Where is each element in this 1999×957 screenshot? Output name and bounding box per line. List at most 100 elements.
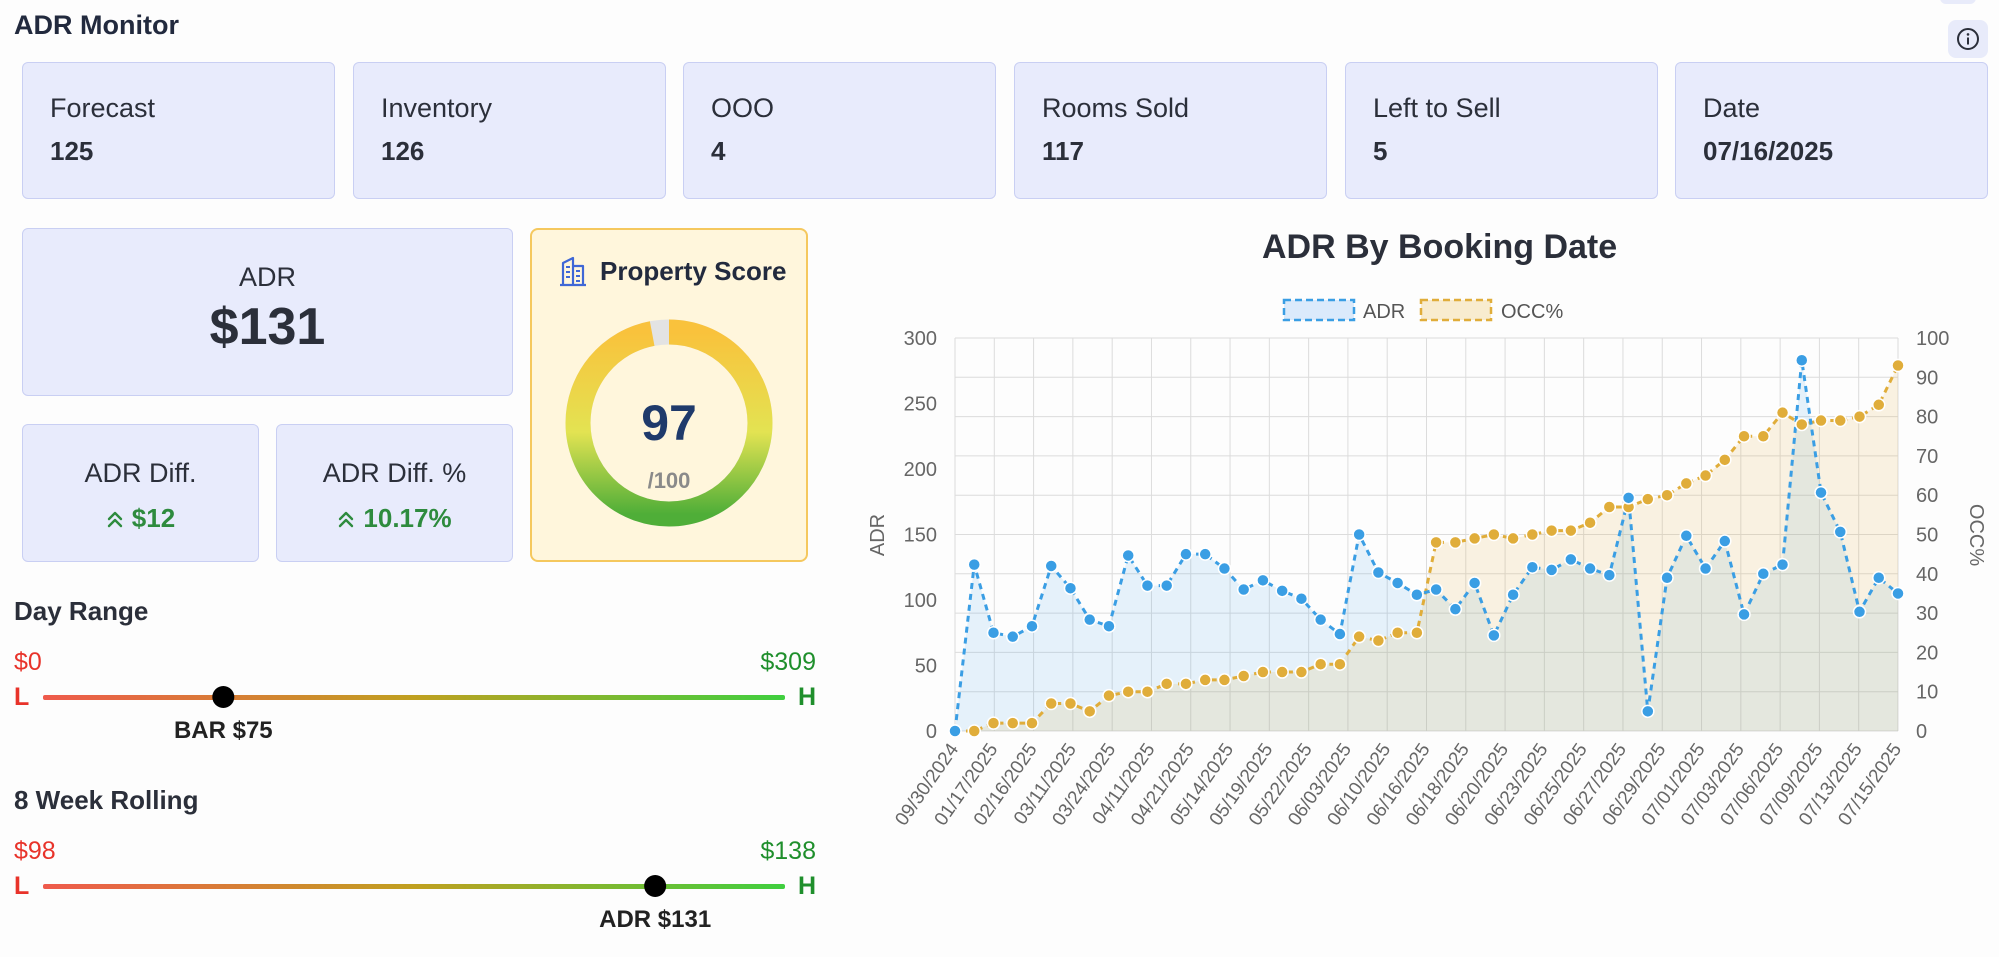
adr-point: [1005, 629, 1020, 644]
corner-tab[interactable]: [1940, 0, 1976, 4]
adr-point: [1082, 612, 1097, 627]
adr-point: [1544, 563, 1559, 577]
stat-value: 5: [1373, 136, 1388, 166]
occ-point: [1256, 665, 1270, 679]
adr-point: [1833, 525, 1848, 539]
adr-point: [1641, 704, 1655, 719]
legend-adr-swatch: [1282, 298, 1356, 322]
adr-point: [1159, 578, 1174, 593]
occ-point: [1583, 515, 1597, 530]
adr-point: [1583, 561, 1597, 576]
occ-point: [1506, 531, 1520, 546]
stat-card-date: Date 07/16/2025: [1675, 62, 1988, 199]
adr-value: $131: [209, 298, 326, 356]
occ-point: [1082, 704, 1097, 719]
occ-point: [1448, 535, 1463, 550]
y2-tick-label: 80: [1916, 407, 1938, 429]
adr-point: [1429, 582, 1443, 597]
adr-point: [1140, 578, 1155, 593]
adr-point: [1256, 573, 1270, 588]
stat-card-rooms-sold: Rooms Sold 117: [1014, 62, 1327, 199]
occ-point: [1891, 358, 1905, 373]
adr-point: [1121, 548, 1135, 563]
occ-point: [1390, 626, 1405, 640]
adr-point: [1487, 628, 1501, 643]
double-chevron-up-icon: [107, 511, 122, 527]
adr-point: [1602, 568, 1617, 582]
adr-point: [1179, 547, 1193, 561]
adr-point: [1352, 527, 1366, 542]
adr-diff-pct-value-row: 10.17%: [277, 503, 512, 534]
rolling-marker-label: ADR $131: [599, 906, 711, 933]
adr-point: [1102, 619, 1116, 633]
adr-diff-pct-label: ADR Diff. %: [322, 458, 467, 488]
adr-point: [1679, 529, 1694, 543]
occ-point: [1795, 417, 1809, 432]
chart-series: [948, 353, 1905, 738]
adr-point: [1448, 602, 1463, 616]
y2-tick-label: 10: [1916, 682, 1938, 704]
occ-point: [967, 724, 981, 738]
stat-card-forecast: Forecast 125: [22, 62, 335, 199]
rolling-slider: $98 $138 L H ADR $131: [14, 837, 816, 933]
adr-point: [1737, 607, 1751, 622]
occ-point: [1198, 673, 1212, 687]
stat-label: Rooms Sold: [1042, 93, 1190, 123]
y-tick-label: 250: [904, 394, 937, 416]
adr-point: [1564, 552, 1578, 567]
occ-point: [1718, 453, 1732, 467]
adr-point: [1390, 576, 1405, 590]
occ-point: [1833, 413, 1848, 428]
occ-point: [1121, 684, 1135, 699]
adr-point: [1063, 581, 1078, 595]
adr-diff-value: $12: [131, 503, 176, 533]
adr-point: [1852, 605, 1867, 619]
adr-point: [1313, 612, 1328, 627]
chart-legend[interactable]: ADR OCC%: [1282, 298, 1563, 323]
rolling-marker[interactable]: [644, 875, 667, 897]
stat-value: 07/16/2025: [1703, 136, 1834, 166]
occ-point: [1236, 669, 1251, 683]
y2-tick-label: 60: [1916, 485, 1938, 507]
adr-point: [948, 724, 962, 738]
occ-point: [1140, 684, 1155, 699]
info-button[interactable]: [1948, 20, 1988, 58]
occ-point: [1525, 527, 1540, 542]
occ-point: [1852, 409, 1867, 424]
adr-line: [953, 360, 1899, 732]
day-range-marker[interactable]: [212, 686, 235, 708]
occ-point: [1698, 468, 1713, 483]
stat-value: 126: [381, 136, 425, 166]
adr-diff-pct-value: 10.17%: [363, 503, 452, 533]
rolling-track: [43, 884, 785, 889]
y2-tick-label: 40: [1916, 564, 1938, 586]
double-chevron-up-icon: [339, 511, 354, 527]
occ-point: [1410, 626, 1424, 640]
chart-y-ticks: 0 50 100 150 200 250 300: [904, 328, 937, 743]
stat-card-inventory: Inventory 126: [353, 62, 666, 199]
day-range-low-letter: L: [14, 683, 29, 711]
occ-point: [1159, 677, 1174, 691]
chart-grid: [954, 337, 1899, 732]
adr-point: [1198, 547, 1212, 561]
occ-point: [1429, 535, 1443, 550]
day-range-title: Day Range: [14, 596, 149, 626]
adr-point: [1891, 586, 1905, 601]
occ-point: [986, 716, 1001, 730]
stat-label: Date: [1703, 93, 1761, 123]
y-tick-label: 0: [926, 721, 937, 743]
occ-point: [1756, 429, 1771, 443]
adr-point: [1217, 561, 1232, 576]
adr-point: [967, 557, 981, 572]
day-range-marker-label: BAR $75: [174, 717, 273, 744]
adr-chart: ADR OCC% 0 50 100 150 200 250 300 0 10 20 30 40 50 6…: [867, 298, 1987, 830]
occ-point: [1737, 429, 1751, 443]
occ-point: [1217, 673, 1232, 687]
y2-tick-label: 30: [1916, 603, 1938, 625]
property-score-title-row: Property Score: [556, 254, 786, 288]
rolling-low: $98: [14, 837, 56, 865]
occ-point: [1063, 696, 1078, 711]
occ-point: [1564, 523, 1578, 538]
adr-point: [1525, 560, 1540, 574]
occ-point: [1775, 405, 1790, 420]
